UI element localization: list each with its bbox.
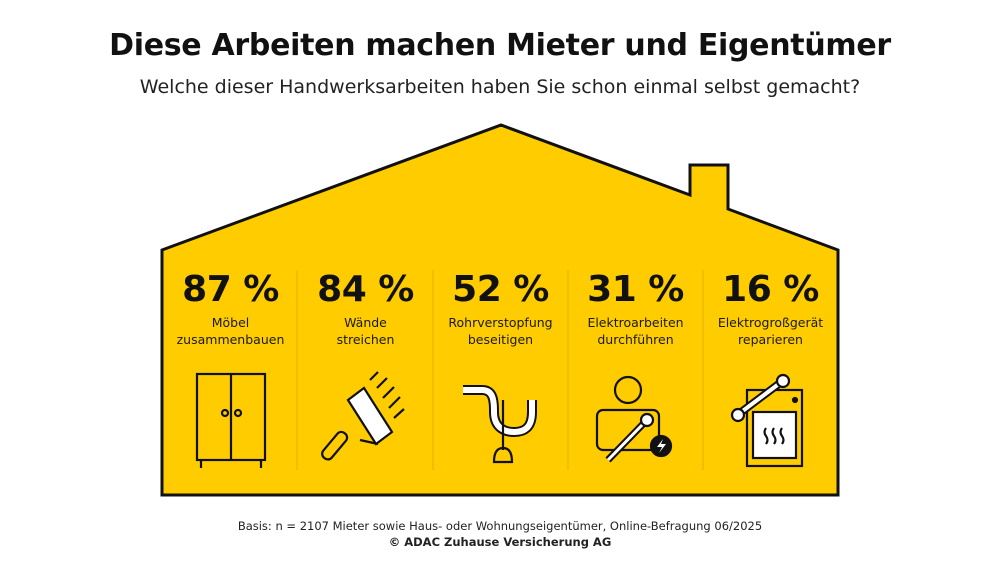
stat-column-geraet: 16 % Elektrogroßgerät reparieren (703, 268, 838, 348)
value-label: 31 % (587, 269, 684, 310)
stat-column-elektro: 31 % Elektroarbeiten durchführen (568, 268, 703, 348)
value-label: 87 % (182, 269, 279, 310)
category-label: Möbel zusammenbauen (176, 315, 285, 347)
category-label: Rohrverstopfung beseitigen (448, 315, 553, 347)
oven-wrench-icon (730, 373, 804, 468)
electrician-icon (595, 375, 673, 463)
value-label: 16 % (722, 269, 819, 310)
wardrobe-icon (195, 372, 267, 468)
page-subtitle: Welche dieser Handwerksarbeiten haben Si… (139, 76, 861, 98)
footnote-basis: Basis: n = 2107 Mieter sowie Haus- oder … (237, 519, 763, 533)
value-label: 84 % (317, 269, 414, 310)
paint-roller-icon (321, 371, 405, 461)
page-title: Diese Arbeiten machen Mieter und Eigentü… (109, 28, 891, 63)
category-label: Elektrogroßgerät reparieren (717, 315, 824, 347)
house-shape (160, 123, 840, 497)
category-label: Wände streichen (336, 315, 395, 347)
copyright: © ADAC Zuhause Versicherung AG (388, 535, 612, 549)
stat-column-moebel: 87 % Möbel zusammenbauen (163, 268, 298, 348)
value-label: 52 % (452, 269, 549, 310)
pipe-plunger-icon (463, 385, 537, 464)
category-label: Elektroarbeiten durchführen (587, 315, 684, 347)
stat-column-waende: 84 % Wände streichen (298, 268, 433, 348)
stat-column-rohr: 52 % Rohrverstopfung beseitigen (433, 268, 568, 348)
